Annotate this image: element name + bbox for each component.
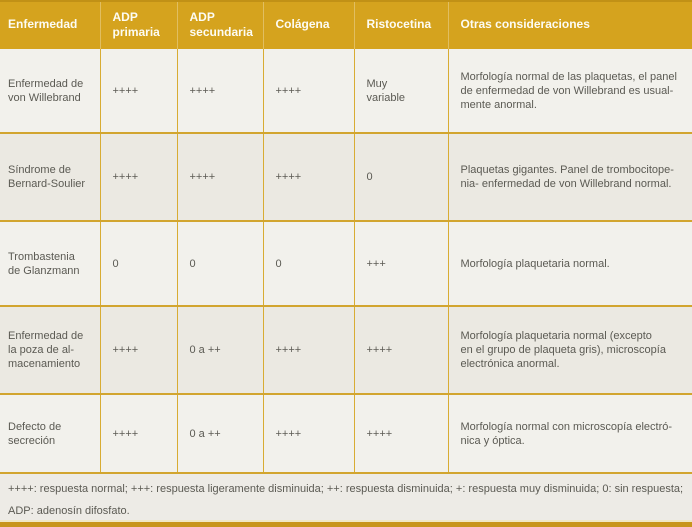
disease-cell: Enfermedad de la poza de al- macenamient…: [0, 305, 100, 394]
adp-secundaria-cell: ++++: [176, 49, 263, 133]
colagena-cell: ++++: [262, 305, 354, 394]
considerations-cell: Morfología normal de las plaquetas, el p…: [447, 49, 692, 133]
ristocetina-cell: +++: [353, 220, 448, 306]
accent-line: [0, 520, 692, 522]
adp-primaria-cell: ++++: [99, 305, 177, 394]
colagena-cell: ++++: [262, 393, 354, 472]
considerations-cell: Morfología plaquetaria normal (excepto e…: [447, 305, 692, 394]
column-header-enfermedad: Enfermedad: [0, 1, 100, 49]
disease-cell: Enfermedad de von Willebrand: [8, 77, 84, 104]
legend-footnote: ++++: respuesta normal; +++: respuesta l…: [0, 472, 692, 520]
table-row: Defecto de secreción ++++ 0 a ++ ++++ ++…: [0, 393, 692, 472]
table-row: Enfermedad de von Willebrand ++++ ++++ +…: [0, 49, 692, 133]
colagena-cell: ++++: [262, 132, 354, 221]
bottom-accent-bar: [0, 522, 692, 527]
ristocetina-cell: Muy variable: [353, 49, 448, 133]
column-header-ristocetina: Ristocetina: [353, 1, 448, 49]
disease-cell: Defecto de secreción: [0, 393, 100, 472]
colagena-cell: 0: [262, 220, 354, 306]
table-row: Síndrome de Bernard-Soulier ++++ ++++ ++…: [0, 132, 692, 221]
column-header-colagena: Colágena: [262, 1, 354, 49]
adp-primaria-cell: ++++: [99, 49, 177, 133]
table-row: Trombastenia de Glanzmann 0 0 0 +++ Morf…: [0, 220, 692, 306]
adp-secundaria-cell: 0 a ++: [176, 305, 263, 394]
adp-primaria-cell: 0: [99, 220, 177, 306]
disease-cell: Trombastenia de Glanzmann: [0, 220, 100, 306]
ristocetina-cell: 0: [353, 132, 448, 221]
adp-secundaria-cell: 0 a ++: [176, 393, 263, 472]
disease-cell: Síndrome de Bernard-Soulier: [0, 132, 100, 221]
colagena-cell: ++++: [262, 49, 354, 133]
adp-secundaria-cell: ++++: [176, 132, 263, 221]
table-header: Enfermedad ADP primaria ADP secundaria C…: [0, 1, 692, 49]
considerations-cell: Morfología normal con microscopía electr…: [447, 393, 692, 472]
column-header-adp-primaria: ADP primaria: [99, 1, 177, 49]
column-header-adp-secundaria: ADP secundaria: [176, 1, 263, 49]
table-body: Enfermedad de von Willebrand ++++ ++++ +…: [0, 49, 692, 472]
header-row: Enfermedad ADP primaria ADP secundaria C…: [0, 1, 692, 49]
considerations-cell: Plaquetas gigantes. Panel de trombocitop…: [447, 132, 692, 221]
adp-primaria-cell: ++++: [99, 132, 177, 221]
adp-secundaria-cell: 0: [176, 220, 263, 306]
platelet-disorders-table: Enfermedad ADP primaria ADP secundaria C…: [0, 0, 692, 472]
considerations-cell: Morfología plaquetaria normal.: [447, 220, 692, 306]
ristocetina-cell: ++++: [353, 305, 448, 394]
table-row: Enfermedad de la poza de al- macenamient…: [0, 305, 692, 394]
ristocetina-cell: ++++: [353, 393, 448, 472]
column-header-otras-consideraciones: Otras consideraciones: [447, 1, 692, 49]
adp-primaria-cell: ++++: [99, 393, 177, 472]
